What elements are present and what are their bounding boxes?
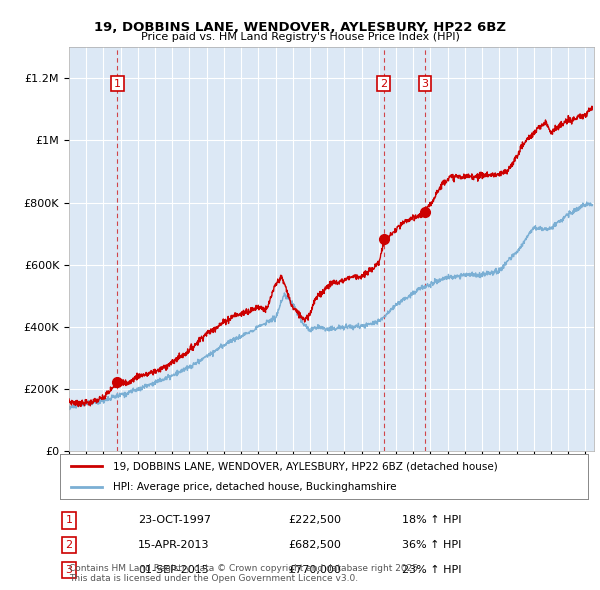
Text: 2: 2 [65, 540, 73, 550]
Text: 15-APR-2013: 15-APR-2013 [138, 540, 209, 550]
Text: £222,500: £222,500 [288, 516, 341, 525]
Text: 36% ↑ HPI: 36% ↑ HPI [402, 540, 461, 550]
Text: 01-SEP-2015: 01-SEP-2015 [138, 565, 209, 575]
Text: 18% ↑ HPI: 18% ↑ HPI [402, 516, 461, 525]
Text: 23-OCT-1997: 23-OCT-1997 [138, 516, 211, 525]
Text: £770,000: £770,000 [288, 565, 341, 575]
Text: 19, DOBBINS LANE, WENDOVER, AYLESBURY, HP22 6BZ: 19, DOBBINS LANE, WENDOVER, AYLESBURY, H… [94, 21, 506, 34]
Text: Price paid vs. HM Land Registry's House Price Index (HPI): Price paid vs. HM Land Registry's House … [140, 32, 460, 42]
Text: £682,500: £682,500 [288, 540, 341, 550]
Text: 1: 1 [114, 78, 121, 88]
Text: 23% ↑ HPI: 23% ↑ HPI [402, 565, 461, 575]
Text: 3: 3 [421, 78, 428, 88]
Text: 3: 3 [65, 565, 73, 575]
Text: 2: 2 [380, 78, 388, 88]
Text: 1: 1 [65, 516, 73, 525]
Text: Contains HM Land Registry data © Crown copyright and database right 2025.
This d: Contains HM Land Registry data © Crown c… [69, 563, 421, 583]
Text: HPI: Average price, detached house, Buckinghamshire: HPI: Average price, detached house, Buck… [113, 481, 397, 491]
Text: 19, DOBBINS LANE, WENDOVER, AYLESBURY, HP22 6BZ (detached house): 19, DOBBINS LANE, WENDOVER, AYLESBURY, H… [113, 461, 497, 471]
